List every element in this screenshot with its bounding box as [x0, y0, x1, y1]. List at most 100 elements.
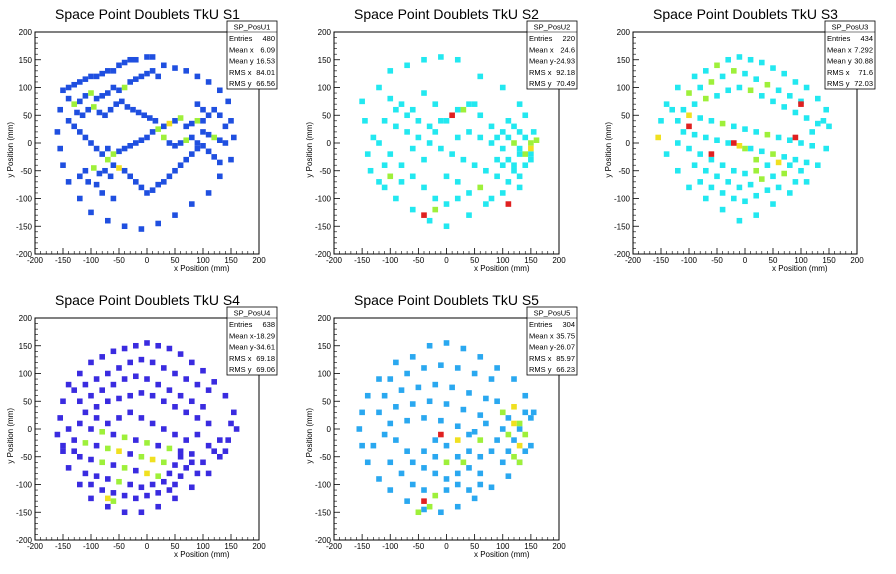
heatmap-cell [149, 359, 156, 366]
heatmap-cell [798, 101, 804, 107]
heatmap-cell [815, 120, 821, 127]
heatmap-cell [775, 159, 782, 166]
stats-value: 71.6 [858, 68, 873, 77]
heatmap-cell [466, 212, 472, 218]
x-tick-label: -50 [113, 542, 125, 551]
stats-value: 480 [262, 34, 275, 43]
heatmap-cell [471, 101, 478, 107]
heatmap-cell [820, 118, 827, 124]
x-tick-label: -50 [711, 256, 723, 265]
heatmap-cell [725, 56, 731, 63]
stats-key: Mean y [529, 343, 554, 352]
heatmap-cell [138, 509, 145, 516]
heatmap-cell [189, 459, 195, 466]
heatmap-cell [172, 404, 178, 410]
heatmap-cell [82, 93, 89, 99]
heatmap-cell [415, 509, 422, 516]
chart-title: Space Point Doublets TkU S5 [354, 292, 539, 308]
stats-key: RMS x [529, 354, 552, 363]
chart-title: Space Point Doublets TkU S4 [55, 292, 240, 308]
stats-name: SP_PosU4 [234, 309, 271, 318]
heatmap-cell [144, 54, 150, 60]
heatmap-cell [516, 129, 523, 135]
heatmap-cell [792, 134, 799, 141]
heatmap-cell [205, 190, 212, 196]
heatmap-cell [110, 84, 117, 91]
chart-panel-2: Space Point Doublets TkU S2 -200-200 -150 -… [305, 6, 578, 273]
heatmap-cell [680, 106, 687, 113]
heatmap-cell [71, 81, 77, 88]
heatmap-cell [381, 392, 388, 399]
heatmap-cell [714, 173, 720, 180]
heatmap-cell [499, 129, 506, 135]
heatmap-cell [719, 190, 726, 196]
heatmap-cell [675, 140, 681, 146]
heatmap-cell [426, 123, 433, 130]
heatmap-cell [803, 115, 810, 121]
x-tick-label: -100 [83, 256, 100, 265]
heatmap-cell [183, 376, 189, 382]
heatmap-cell [409, 145, 416, 152]
heatmap-cell [823, 145, 829, 152]
heatmap-cell [443, 340, 450, 346]
heatmap-cell [107, 106, 114, 113]
heatmap-cell [466, 101, 472, 107]
heatmap-cell [172, 370, 178, 377]
y-tick-label: 100 [617, 84, 631, 93]
x-tick-label: 50 [769, 256, 778, 265]
heatmap-cell [359, 442, 365, 449]
x-tick-label: 100 [496, 542, 510, 551]
heatmap-cell [231, 134, 237, 141]
heatmap-cell [404, 448, 410, 454]
heatmap-cell [116, 148, 122, 155]
heatmap-cell [775, 87, 782, 94]
heatmap-cell [787, 93, 793, 99]
heatmap-cell [60, 398, 66, 405]
heatmap-cell [200, 459, 206, 466]
y-tick-label: 150 [318, 56, 332, 65]
heatmap-cell [703, 68, 709, 74]
heatmap-cell [675, 167, 681, 174]
stats-value: -18.29 [254, 331, 275, 340]
heatmap-cell [138, 415, 145, 421]
x-tick-label: 150 [224, 256, 238, 265]
heatmap-cell [803, 179, 810, 185]
heatmap-cell [691, 73, 698, 80]
heatmap-cell [93, 415, 100, 421]
heatmap-cell [211, 448, 217, 454]
heatmap-cell [116, 365, 122, 371]
heatmap-cell [155, 181, 161, 188]
heatmap-cell [194, 140, 201, 146]
heatmap-cell [516, 101, 523, 107]
heatmap-cell [770, 98, 776, 105]
heatmap-cell [116, 395, 122, 402]
heatmap-cell [116, 478, 122, 485]
heatmap-cell [533, 137, 540, 143]
heatmap-cell [426, 503, 433, 510]
heatmap-cell [161, 123, 167, 130]
heatmap-cell [494, 437, 500, 443]
heatmap-cell [466, 390, 472, 396]
heatmap-cell [719, 120, 726, 127]
heatmap-cell [421, 465, 427, 471]
heatmap-cell [82, 440, 89, 446]
heatmap-cell [663, 101, 670, 107]
stats-value: 30.88 [854, 57, 873, 66]
heatmap-cell [93, 181, 100, 188]
heatmap-cell [731, 167, 737, 174]
heatmap-cell [393, 195, 399, 202]
heatmap-cell [194, 118, 201, 124]
heatmap-cell [88, 456, 94, 463]
heatmap-cell [742, 126, 748, 132]
x-tick-label: -200 [625, 256, 642, 265]
heatmap-cell [747, 87, 754, 94]
heatmap-cell [93, 404, 100, 410]
heatmap-cell [121, 167, 128, 174]
heatmap-cell [359, 98, 365, 105]
heatmap-cell [138, 137, 145, 143]
x-tick-label: -50 [113, 256, 125, 265]
y-tick-label: 50 [322, 111, 331, 120]
heatmap-cell [764, 162, 771, 168]
heatmap-cell [54, 431, 61, 438]
heatmap-cell [387, 151, 394, 157]
